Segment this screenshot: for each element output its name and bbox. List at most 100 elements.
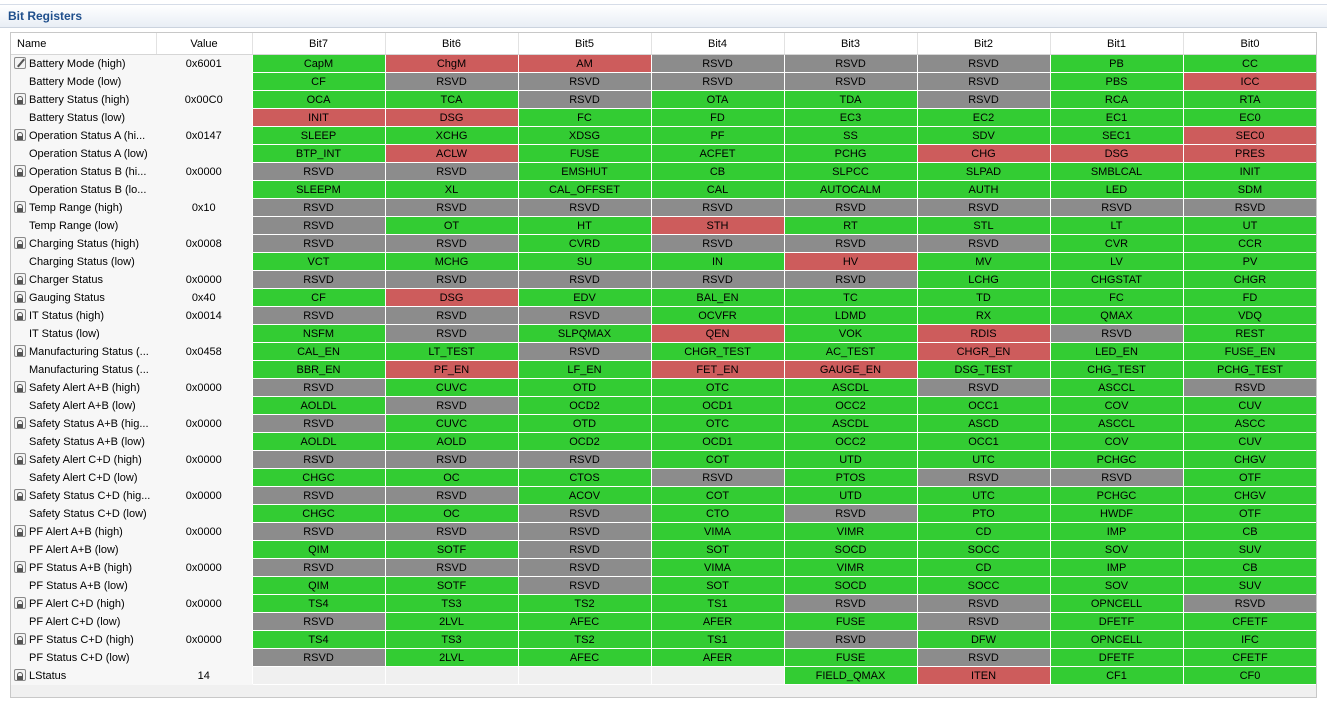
bit-cell[interactable]: RSVD [251,306,386,325]
bit-cell[interactable]: RSVD [650,468,785,487]
bit-cell[interactable]: RSVD [650,270,785,289]
bit-cell[interactable]: STL [916,216,1051,235]
bit-cell[interactable]: DSG [384,288,519,307]
bit-cell[interactable]: CAL [650,180,785,199]
bit-cell[interactable]: NSFM [251,324,386,343]
bit-cell[interactable]: SOCD [783,576,918,595]
bit-cell[interactable]: CUVC [384,414,519,433]
bit-cell[interactable]: LT [1049,216,1184,235]
column-header-bit7[interactable]: Bit7 [252,33,386,55]
column-header-name[interactable]: Name [11,33,157,55]
bit-cell[interactable]: QEN [650,324,785,343]
bit-cell[interactable]: RSVD [384,270,519,289]
bit-cell[interactable]: CHGR_EN [916,342,1051,361]
bit-cell[interactable]: AUTH [916,180,1051,199]
bit-cell[interactable]: RSVD [384,450,519,469]
bit-cell[interactable]: CF [251,72,386,91]
bit-cell[interactable]: AM [517,54,652,73]
bit-cell[interactable]: CB [650,162,785,181]
bit-cell[interactable]: RSVD [783,54,918,73]
bit-cell[interactable]: RSVD [650,72,785,91]
bit-cell[interactable]: RSVD [251,450,386,469]
bit-cell[interactable]: ICC [1182,72,1316,91]
bit-cell[interactable]: RSVD [517,342,652,361]
bit-cell[interactable]: LDMD [783,306,918,325]
bit-cell[interactable]: SOT [650,576,785,595]
bit-cell[interactable]: UTC [916,450,1051,469]
bit-cell[interactable]: COV [1049,396,1184,415]
bit-cell[interactable]: SDV [916,126,1051,145]
bit-cell[interactable]: RTA [1182,90,1316,109]
column-header-bit4[interactable]: Bit4 [651,33,785,55]
lock-icon[interactable] [14,345,26,357]
bit-cell[interactable]: LV [1049,252,1184,271]
bit-cell[interactable]: XL [384,180,519,199]
bit-cell[interactable]: VOK [783,324,918,343]
bit-cell[interactable]: VIMR [783,558,918,577]
bit-cell[interactable]: RSVD [783,594,918,613]
bit-cell[interactable]: AFEC [517,612,652,631]
bit-cell[interactable]: FET_EN [650,360,785,379]
bit-cell[interactable]: RSVD [1049,324,1184,343]
bit-cell[interactable]: RSVD [517,522,652,541]
lock-icon[interactable] [14,417,26,429]
bit-cell[interactable]: RSVD [916,468,1051,487]
bit-cell[interactable]: RSVD [1182,594,1316,613]
lock-icon[interactable] [14,129,26,141]
bit-cell[interactable]: QMAX [1049,306,1184,325]
bit-cell[interactable]: CF0 [1182,666,1316,685]
bit-cell[interactable]: UTD [783,450,918,469]
bit-cell[interactable]: RSVD [251,162,386,181]
bit-cell[interactable]: MV [916,252,1051,271]
bit-cell[interactable]: INIT [251,108,386,127]
bit-cell[interactable]: RSVD [517,270,652,289]
bit-cell[interactable]: OTF [1182,504,1316,523]
bit-cell[interactable]: RSVD [251,378,386,397]
bit-cell[interactable]: RSVD [650,234,785,253]
bit-cell[interactable]: RSVD [650,54,785,73]
lock-icon[interactable] [14,165,26,177]
bit-cell[interactable]: OCC2 [783,396,918,415]
bit-cell[interactable]: RSVD [251,414,386,433]
bit-cell[interactable]: QIM [251,540,386,559]
bit-cell[interactable]: VIMR [783,522,918,541]
bit-cell[interactable]: GAUGE_EN [783,360,918,379]
bit-cell[interactable]: DSG [1049,144,1184,163]
bit-cell[interactable]: RSVD [783,504,918,523]
bit-cell[interactable]: PCHG [783,144,918,163]
bit-cell[interactable]: RSVD [517,540,652,559]
bit-cell[interactable]: RSVD [384,486,519,505]
bit-cell[interactable]: SLPQMAX [517,324,652,343]
bit-cell[interactable]: PB [1049,54,1184,73]
bit-cell[interactable]: SOV [1049,576,1184,595]
bit-cell[interactable]: LED [1049,180,1184,199]
bit-cell[interactable]: OC [384,504,519,523]
bit-cell[interactable]: EC0 [1182,108,1316,127]
column-header-bit3[interactable]: Bit3 [784,33,918,55]
lock-icon[interactable] [14,201,26,213]
bit-cell[interactable]: SOCC [916,576,1051,595]
bit-cell[interactable]: RSVD [916,612,1051,631]
bit-cell[interactable]: SLPAD [916,162,1051,181]
bit-cell[interactable]: CHGV [1182,450,1316,469]
bit-cell[interactable]: SOT [650,540,785,559]
bit-cell[interactable]: AOLD [384,432,519,451]
bit-cell[interactable]: FUSE_EN [1182,342,1316,361]
bit-cell[interactable]: RT [783,216,918,235]
lock-icon[interactable] [14,525,26,537]
bit-cell[interactable]: OCD1 [650,396,785,415]
bit-cell[interactable]: HWDF [1049,504,1184,523]
bit-cell[interactable]: RSVD [384,162,519,181]
bit-cell[interactable]: OTD [517,378,652,397]
bit-cell[interactable]: AFER [650,612,785,631]
bit-cell[interactable]: CFETF [1182,612,1316,631]
bit-cell[interactable]: EDV [517,288,652,307]
bit-cell[interactable]: CD [916,522,1051,541]
column-header-value[interactable]: Value [156,33,253,55]
bit-cell[interactable]: RSVD [1049,198,1184,217]
bit-cell[interactable]: ASCCL [1049,378,1184,397]
bit-cell[interactable]: CUVC [384,378,519,397]
bit-cell[interactable]: RSVD [517,558,652,577]
register-row[interactable]: Temp Range (low) RSVD OT HT STH RT STL LT UT [11,216,1316,235]
bit-cell[interactable]: CHGV [1182,486,1316,505]
